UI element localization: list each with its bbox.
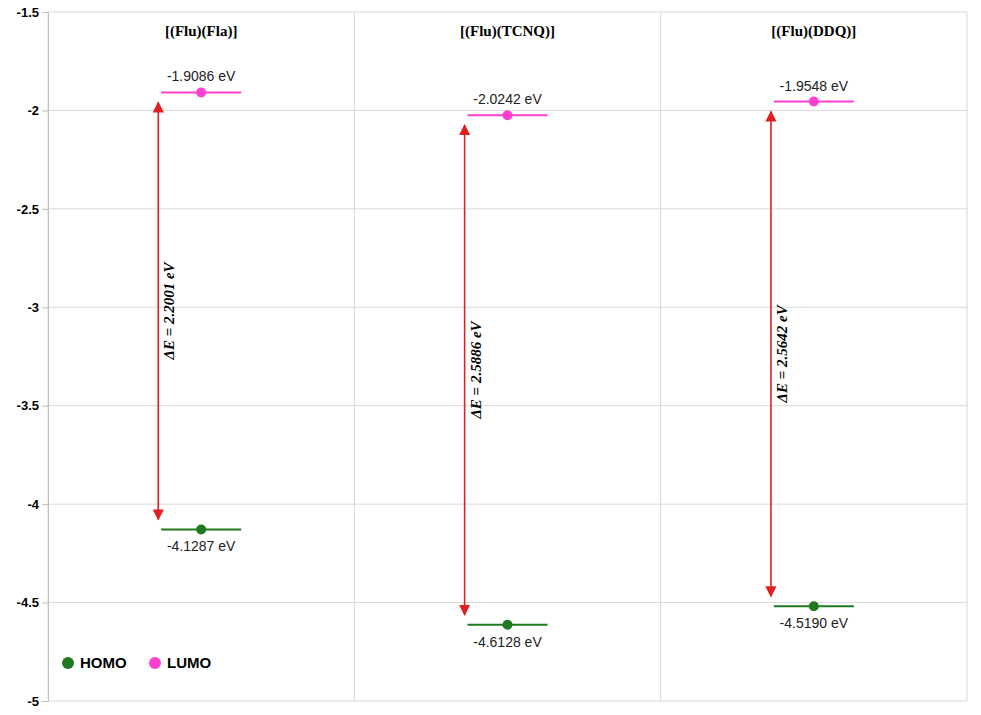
axis-line <box>48 13 49 702</box>
tick: -1.5 <box>17 5 48 20</box>
tick: -2 <box>27 103 48 118</box>
gap-arrow <box>157 102 159 519</box>
legend: HOMO LUMO <box>62 654 211 671</box>
legend-marker <box>149 657 161 669</box>
tick-mark <box>42 406 48 407</box>
tick: -3.5 <box>17 398 48 413</box>
gap-label: ΔE = 2.5886 eV <box>468 319 484 419</box>
data-label: -1.9086 eV <box>167 68 236 84</box>
grid-line <box>48 405 967 406</box>
grid-line <box>48 701 967 702</box>
data-label: -4.6128 eV <box>473 634 542 650</box>
grid-line <box>48 12 967 13</box>
tick-label: -2 <box>27 103 39 118</box>
grid-line <box>48 208 967 209</box>
tick-label: -1.5 <box>17 5 39 20</box>
tick-label: -2.5 <box>17 202 39 217</box>
grid-line <box>48 504 967 505</box>
gap-label: ΔE = 2.2001 eV <box>161 260 177 360</box>
tick: -5 <box>27 694 48 709</box>
panel-title: [(Flu)(Fla)] <box>165 23 237 40</box>
data-label: -1.9548 eV <box>780 78 849 94</box>
grid-line <box>48 602 967 603</box>
gap-arrow <box>464 125 466 615</box>
tick-mark <box>42 504 48 505</box>
tick-mark <box>42 12 48 13</box>
tick-mark <box>42 701 48 702</box>
tick-label: -5 <box>27 694 39 709</box>
legend-item: HOMO <box>62 654 127 671</box>
legend-marker <box>62 657 74 669</box>
tick: -3 <box>27 300 48 315</box>
level-dot <box>503 620 513 630</box>
y-axis: -5 -4.5 -4 -3.5 -3 -2.5 -2 -1.5 <box>17 5 49 709</box>
tick-mark <box>42 209 48 210</box>
panel-divider <box>354 12 355 701</box>
marks <box>158 87 854 629</box>
data-label: -4.1287 eV <box>167 538 236 554</box>
panel-divider <box>660 12 661 701</box>
chart: -5-4.5-4-3.5-3-2.5-2-1.5[(Flu)(Fla)][(Fl… <box>0 0 981 715</box>
grid <box>48 12 967 701</box>
panel-divider <box>48 12 49 701</box>
level-dot <box>809 601 819 611</box>
tick-label: -3.5 <box>17 398 39 413</box>
data-label: -4.5190 eV <box>780 615 849 631</box>
tick-label: -3 <box>27 300 39 315</box>
gap-arrow <box>770 112 772 597</box>
tick-label: -4 <box>27 497 39 512</box>
tick-mark <box>42 603 48 604</box>
tick: -2.5 <box>17 202 48 217</box>
panel-title: [(Flu)(DDQ)] <box>771 23 856 40</box>
level-dot <box>809 97 819 107</box>
grid-line <box>48 307 967 308</box>
panel-divider <box>967 12 968 701</box>
level-dot <box>503 110 513 120</box>
legend-label: LUMO <box>167 654 211 671</box>
labels: [(Flu)(Fla)] [(Flu)(TCNQ)] [(Flu)(DDQ)] -4.… <box>161 23 856 650</box>
gap-label: ΔE = 2.5642 eV <box>774 303 790 403</box>
plot: -5-4.5-4-3.5-3-2.5-2-1.5[(Flu)(Fla)][(Fl… <box>17 5 967 709</box>
tick: -4.5 <box>17 595 48 610</box>
data-label: -2.0242 eV <box>473 91 542 107</box>
level-dot <box>196 524 206 534</box>
tick-mark <box>42 110 48 111</box>
legend-label: HOMO <box>80 654 127 671</box>
legend-item: LUMO <box>149 654 211 671</box>
tick-label: -4.5 <box>17 595 39 610</box>
panel-title: [(Flu)(TCNQ)] <box>460 23 555 40</box>
tick: -4 <box>27 497 48 512</box>
tick-mark <box>42 307 48 308</box>
level-dot <box>196 87 206 97</box>
